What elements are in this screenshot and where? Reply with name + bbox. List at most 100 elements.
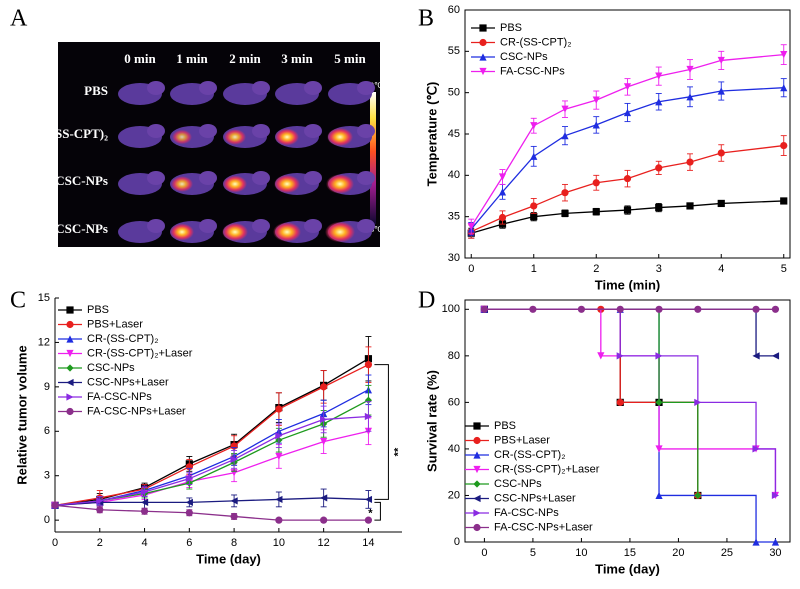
x-tick-label: 5 xyxy=(781,263,787,275)
marker xyxy=(623,83,632,91)
legend-marker xyxy=(479,67,487,76)
legend-marker xyxy=(473,436,481,445)
series-line xyxy=(54,358,369,506)
y-tick-label: 80 xyxy=(448,350,460,362)
marker xyxy=(771,352,780,360)
marker xyxy=(561,209,569,217)
marker xyxy=(96,506,104,514)
legend-marker xyxy=(66,320,74,329)
legend-label: CR-(SS-CPT)₂+Laser xyxy=(87,347,193,359)
series-line xyxy=(54,430,369,506)
y-tick-label: 15 xyxy=(38,292,50,304)
series-line xyxy=(54,504,369,521)
marker xyxy=(623,206,632,214)
thermal-image xyxy=(58,42,380,247)
hot-spot xyxy=(275,128,299,146)
marker xyxy=(275,516,283,524)
column-label: 5 min xyxy=(334,51,366,66)
legend-label: FA-CSC-NPs+Laser xyxy=(494,521,593,533)
mouse-head xyxy=(357,81,375,95)
legend-label: FA-CSC-NPs xyxy=(87,391,152,403)
legend-marker xyxy=(66,335,74,343)
marker xyxy=(530,202,538,210)
hot-spot xyxy=(171,176,193,192)
x-tick-label: 12 xyxy=(318,537,330,549)
marker xyxy=(96,497,104,505)
mouse-head xyxy=(252,171,270,185)
marker xyxy=(185,498,193,506)
x-tick-label: 4 xyxy=(141,537,147,549)
legend-label: CSC-NPs xyxy=(500,51,548,63)
hot-spot xyxy=(325,221,355,243)
series-line xyxy=(54,497,369,506)
hot-spot xyxy=(170,223,194,241)
legend-label: FA-CSC-NPs xyxy=(500,65,565,77)
marker xyxy=(498,213,507,222)
plot-frame xyxy=(464,299,791,543)
x-tick-label: 4 xyxy=(718,263,724,275)
hot-spot xyxy=(172,129,192,145)
hot-spot xyxy=(327,127,353,147)
marker xyxy=(771,305,780,313)
marker xyxy=(529,305,537,313)
legend-marker xyxy=(473,465,481,474)
hot-spot xyxy=(274,174,300,194)
y-tick-label: 35 xyxy=(448,211,460,223)
y-axis-label: Relative tumor volume xyxy=(14,345,29,484)
series-line xyxy=(470,144,784,233)
legend-marker xyxy=(479,24,487,32)
hot-spot xyxy=(223,175,247,193)
marker xyxy=(320,383,328,391)
marker xyxy=(694,491,702,500)
legend-label: PBS xyxy=(494,420,516,432)
marker xyxy=(592,179,600,187)
marker xyxy=(498,173,507,181)
legend-marker xyxy=(479,38,487,47)
marker xyxy=(771,491,780,500)
mouse-head xyxy=(252,124,270,138)
mouse-head xyxy=(147,124,165,138)
y-tick-label: 3 xyxy=(44,470,50,482)
y-tick-label: 50 xyxy=(448,87,460,99)
marker xyxy=(320,415,328,424)
legend-label: PBS xyxy=(500,22,522,34)
legend-marker xyxy=(66,306,74,314)
series-line xyxy=(54,415,369,506)
marker xyxy=(717,87,725,95)
x-tick-label: 20 xyxy=(672,547,684,559)
marker xyxy=(686,158,694,166)
column-label: 3 min xyxy=(281,51,313,66)
marker xyxy=(230,455,238,464)
marker xyxy=(717,199,725,208)
y-tick-label: 100 xyxy=(442,303,460,315)
marker xyxy=(655,445,663,453)
legend-marker xyxy=(473,509,481,517)
panel-label: D xyxy=(418,288,435,314)
marker xyxy=(694,305,702,313)
y-tick-label: 20 xyxy=(448,489,460,501)
series-line xyxy=(484,308,777,496)
marker xyxy=(752,445,760,453)
x-tick-label: 0 xyxy=(468,263,474,275)
significance-label: * xyxy=(368,508,373,520)
legend-marker xyxy=(473,451,481,459)
y-tick-label: 60 xyxy=(448,4,460,16)
y-tick-label: 0 xyxy=(44,514,50,526)
marker xyxy=(364,412,373,421)
marker xyxy=(592,121,600,129)
marker xyxy=(616,398,624,406)
legend-marker xyxy=(473,480,481,488)
mouse-head xyxy=(304,81,322,95)
marker xyxy=(275,452,283,461)
marker xyxy=(780,84,788,92)
x-tick-label: 6 xyxy=(186,537,192,549)
marker xyxy=(140,498,149,506)
row-label: FA-CSC-NPs xyxy=(35,221,108,236)
marker xyxy=(185,509,193,517)
y-tick-label: 9 xyxy=(44,381,50,393)
marker xyxy=(752,352,760,360)
x-axis-label: Time (min) xyxy=(595,277,661,292)
legend-marker xyxy=(479,53,487,61)
marker xyxy=(364,495,373,504)
marker xyxy=(561,189,569,197)
